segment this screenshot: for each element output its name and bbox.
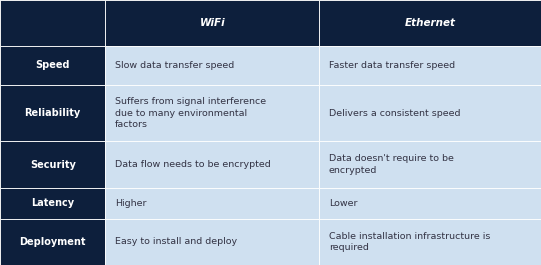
Text: Data doesn't require to be
encrypted: Data doesn't require to be encrypted <box>329 154 454 175</box>
Bar <box>105 46 319 85</box>
Bar <box>319 219 541 265</box>
Bar <box>105 219 319 265</box>
Bar <box>319 85 541 142</box>
Text: Cable installation infrastructure is
required: Cable installation infrastructure is req… <box>329 232 490 252</box>
Bar <box>0 142 105 188</box>
Text: Latency: Latency <box>31 198 74 208</box>
Text: Speed: Speed <box>36 60 70 70</box>
Bar <box>0 0 105 46</box>
Bar <box>0 85 105 142</box>
Text: Higher: Higher <box>115 199 147 208</box>
Bar <box>319 0 541 46</box>
Text: Suffers from signal interference
due to many environmental
factors: Suffers from signal interference due to … <box>115 97 266 129</box>
Text: Ethernet: Ethernet <box>405 18 456 28</box>
Text: Data flow needs to be encrypted: Data flow needs to be encrypted <box>115 160 271 169</box>
Bar <box>0 46 105 85</box>
Text: Slow data transfer speed: Slow data transfer speed <box>115 61 234 70</box>
Text: Lower: Lower <box>329 199 358 208</box>
Bar <box>105 188 319 219</box>
Text: Security: Security <box>30 160 76 170</box>
Text: Delivers a consistent speed: Delivers a consistent speed <box>329 109 460 118</box>
Text: Faster data transfer speed: Faster data transfer speed <box>329 61 455 70</box>
Bar <box>319 188 541 219</box>
Text: Reliability: Reliability <box>25 108 81 118</box>
Bar <box>105 142 319 188</box>
Bar <box>319 46 541 85</box>
Bar <box>319 142 541 188</box>
Bar <box>105 0 319 46</box>
Text: Deployment: Deployment <box>19 237 86 247</box>
Bar <box>105 85 319 142</box>
Text: Easy to install and deploy: Easy to install and deploy <box>115 237 237 246</box>
Text: WiFi: WiFi <box>200 18 225 28</box>
Bar <box>0 188 105 219</box>
Bar <box>0 219 105 265</box>
